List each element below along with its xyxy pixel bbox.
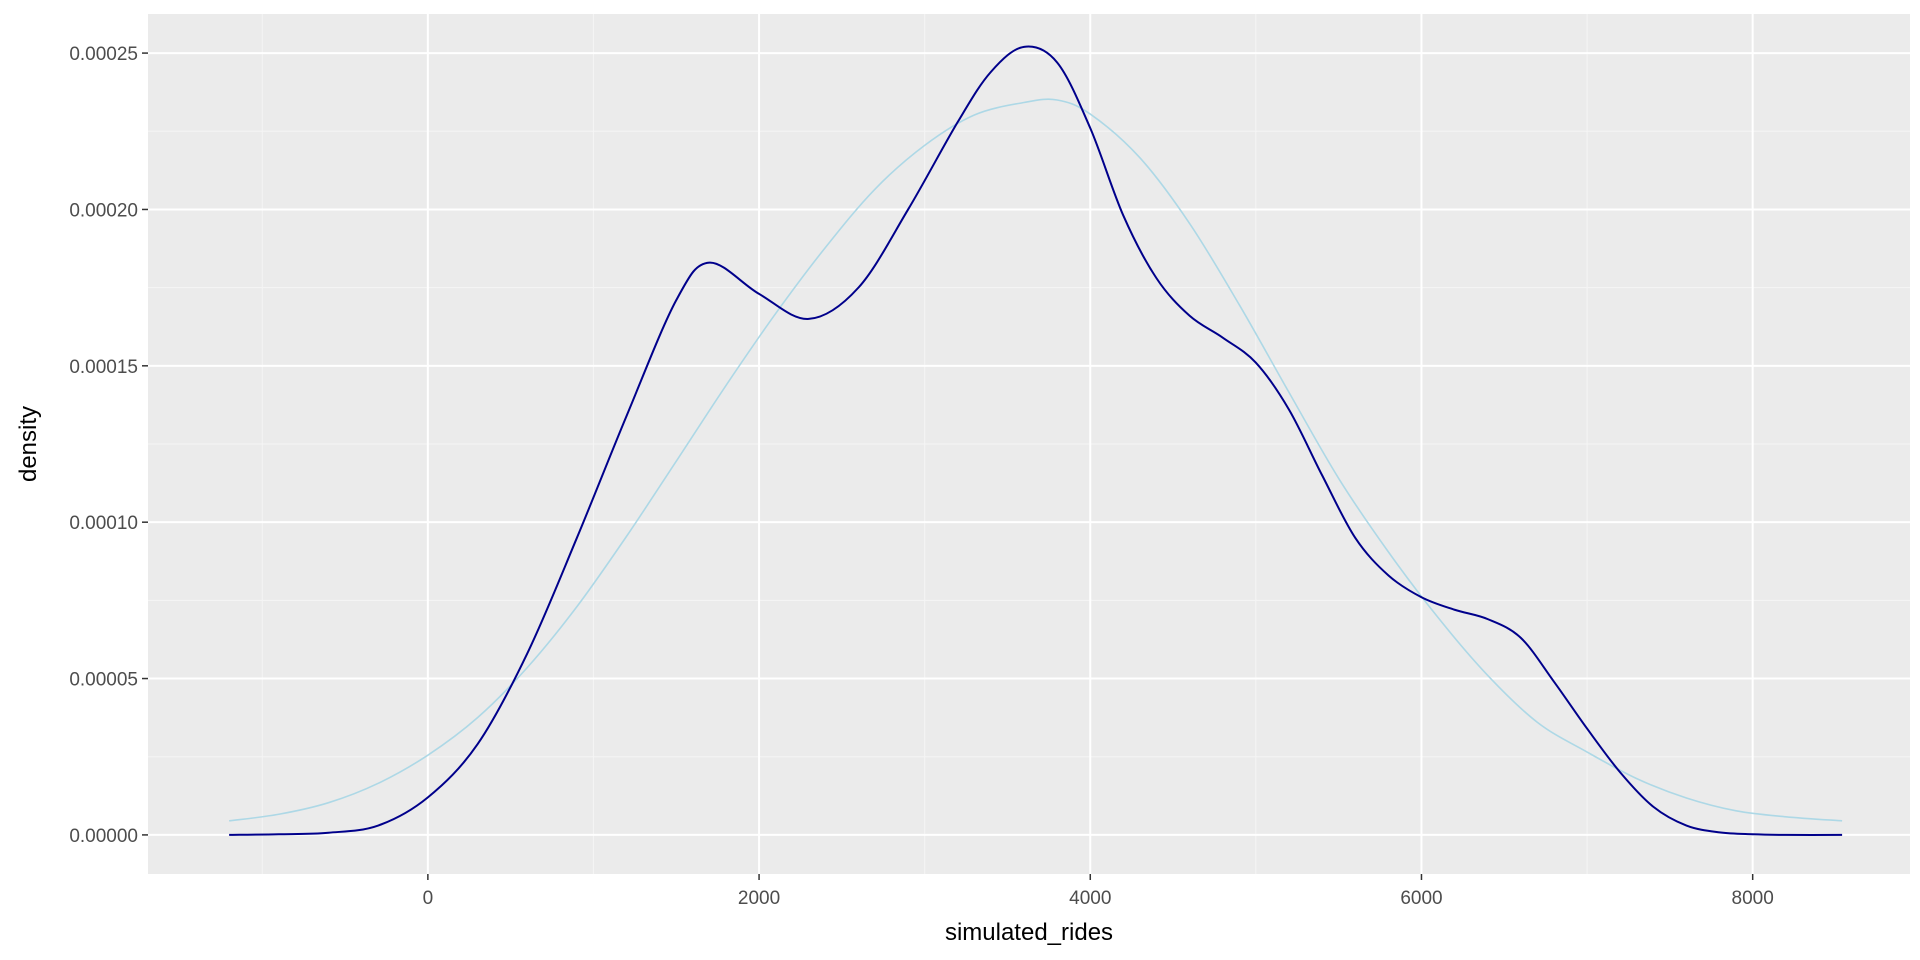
x-tick-label: 6000 [1400,888,1442,909]
x-axis-title: simulated_rides [945,919,1113,946]
y-axis-title: density [15,406,42,482]
y-tick-label: 0.00000 [69,826,138,847]
y-tick-label: 0.00015 [69,357,138,378]
x-axis-ticks: 0 2000 4000 6000 8000 [423,874,1774,909]
major-gridlines [148,14,1910,874]
simulated-density-line [229,98,1843,822]
minor-gridlines [148,14,1910,874]
y-axis-ticks: 0.00000 0.00005 0.00010 0.00015 0.00020 0.000… [69,44,148,847]
y-tick-label: 0.00025 [69,44,138,65]
density-series [229,45,1843,836]
x-tick-label: 4000 [1069,888,1111,909]
y-tick-label: 0.00010 [69,513,138,534]
y-tick-label: 0.00020 [69,200,138,221]
observed-density-line [229,45,1843,836]
x-tick-label: 0 [423,888,434,909]
x-tick-label: 2000 [738,888,780,909]
y-tick-label: 0.00005 [69,670,138,691]
x-tick-label: 8000 [1732,888,1774,909]
